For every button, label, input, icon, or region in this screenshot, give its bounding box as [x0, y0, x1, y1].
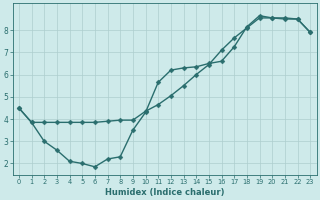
X-axis label: Humidex (Indice chaleur): Humidex (Indice chaleur) [105, 188, 224, 197]
